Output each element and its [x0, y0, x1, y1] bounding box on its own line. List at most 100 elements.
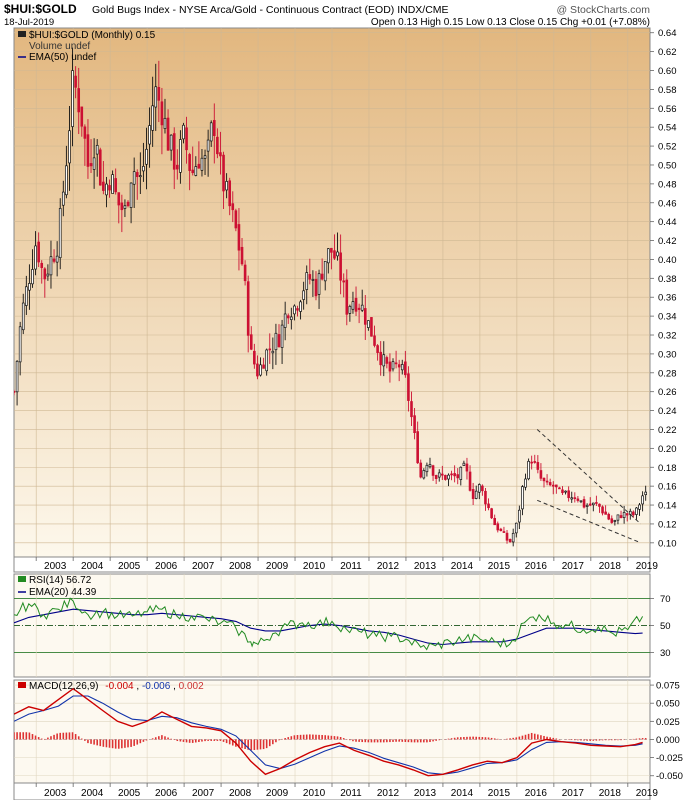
candle-body [43, 268, 47, 280]
candle-body [545, 480, 549, 483]
x-axis-top: 2003 2004 2005 2006 2007 2008 2009 2010 2011 2012… [35, 557, 659, 572]
candle-body [434, 475, 438, 479]
macd-y-tick-label: 0.050 [656, 699, 680, 710]
x-tick-label: 2011 [340, 561, 362, 572]
candle-body [555, 484, 558, 488]
candle-body [268, 348, 272, 351]
x-tick-label: 2017 [562, 561, 585, 572]
candle-body [200, 157, 204, 171]
candle-body [542, 477, 546, 482]
candle-body [203, 155, 207, 159]
x-tick-label: 2003 [44, 561, 67, 572]
candle-body [37, 241, 40, 263]
x-tick-label: 2019 [636, 788, 659, 799]
candle-body [373, 335, 376, 346]
candle-body [558, 487, 561, 490]
candle-body [89, 163, 93, 167]
candle-body [591, 502, 595, 506]
candle-body [588, 503, 592, 506]
candle-body [55, 255, 59, 263]
x-tick-label: 2018 [599, 561, 622, 572]
candle-body [299, 301, 302, 312]
candle-body [379, 351, 382, 366]
candle-body [179, 139, 182, 173]
candle-body [521, 486, 524, 510]
candle-body [225, 181, 228, 191]
x-tick-label: 2012 [377, 788, 400, 799]
price-gridlines [14, 28, 650, 557]
candle-body [92, 157, 96, 170]
candle-body [536, 462, 540, 470]
ohlc-summary: Open 0.13 High 0.15 Low 0.13 Close 0.15 … [371, 17, 650, 28]
price-y-tick-label: 0.62 [658, 47, 677, 58]
candle-body [413, 415, 416, 434]
candle-body [619, 515, 623, 518]
candle-body [641, 495, 644, 505]
legend-rsi-ema-label: EMA(20) 44.39 [29, 587, 97, 598]
candle-body [487, 503, 490, 509]
candle-body [145, 148, 148, 165]
candle-body [385, 357, 389, 364]
candle-body [456, 474, 460, 479]
legend-price-swatch [18, 31, 26, 37]
legend-hist-value: 0.002 [179, 681, 204, 692]
candle-body [625, 513, 629, 516]
candle-body [139, 175, 142, 178]
price-y-tick-label: 0.44 [658, 217, 677, 228]
candle-body [382, 354, 386, 367]
candle-body [471, 489, 475, 499]
candle-body [166, 117, 170, 151]
legend-ema-label: EMA(50) undef [29, 52, 96, 63]
candle-body [262, 364, 265, 369]
candle-body [407, 373, 410, 401]
legend-macd-swatch [18, 682, 26, 688]
candle-body [363, 308, 367, 325]
candle-body [120, 202, 124, 211]
candle-body [231, 203, 235, 211]
candle-body [234, 210, 238, 229]
channel-line [537, 499, 641, 544]
candle-body [459, 466, 463, 480]
candle-body [511, 532, 515, 543]
candle-body [249, 334, 253, 350]
candle-body [622, 512, 626, 518]
candle-body [311, 279, 315, 281]
rsi-gridlines [14, 574, 650, 677]
candle-body [613, 520, 617, 522]
candle-body [496, 523, 500, 531]
candle-body [74, 75, 77, 88]
macd-histogram [14, 732, 647, 751]
candle-body [579, 500, 583, 503]
candle-body [243, 264, 247, 282]
candle-body [376, 345, 379, 353]
x-tick-label: 2015 [488, 561, 511, 572]
price-y-tick-label: 0.54 [658, 123, 677, 134]
candle-body [129, 182, 133, 208]
candle-body [548, 482, 552, 486]
x-tick-label: 2010 [303, 561, 326, 572]
candle-body [132, 171, 136, 185]
candle-body [333, 250, 336, 259]
macd-y-tick-label: 0.075 [656, 681, 680, 692]
price-y-tick-label: 0.64 [658, 28, 677, 39]
legend-rsi-label: RSI(14) 56.72 [29, 575, 92, 586]
x-tick-label: 2019 [636, 561, 659, 572]
candle-body [601, 506, 604, 514]
candle-body [157, 87, 161, 101]
price-y-tick-label: 0.18 [658, 463, 677, 474]
candle-body [194, 166, 198, 176]
candle-body [274, 332, 278, 351]
candle-body [345, 279, 349, 315]
candle-body [481, 485, 484, 492]
candle-body [595, 502, 598, 504]
macd-y-axis: -0.050 -0.025 0.000 0.025 0.050 0.075 [650, 681, 683, 782]
candle-body [441, 473, 444, 476]
candle-body [163, 117, 167, 129]
candle-body [330, 247, 333, 253]
rsi-y-tick-label: 50 [660, 621, 671, 632]
candle-body [111, 174, 114, 194]
price-y-tick-label: 0.10 [658, 538, 677, 549]
candle-body [431, 465, 435, 476]
candle-body [206, 139, 210, 152]
candle-body [95, 144, 99, 155]
